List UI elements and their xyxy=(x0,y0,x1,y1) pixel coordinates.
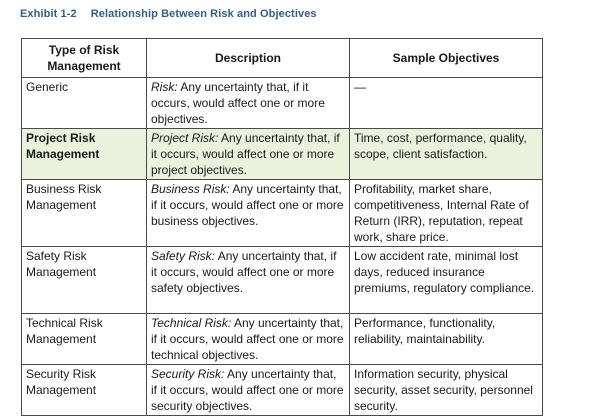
row-type: Security Risk Management xyxy=(21,364,147,416)
header-type: Type of Risk Management xyxy=(21,38,147,78)
row-type: Generic xyxy=(21,77,147,129)
table-row: Generic Risk: Any uncertainty that, if i… xyxy=(21,77,543,129)
exhibit-title: Exhibit 1-2 Relationship Between Risk and… xyxy=(20,8,317,20)
row-objectives: Performance, functionality, reliability,… xyxy=(349,313,543,365)
risk-objectives-table: Type of Risk Management Description Samp… xyxy=(21,38,543,416)
row-description: Security Risk: Any uncertainty that, if … xyxy=(146,364,350,416)
risk-term: Business Risk: xyxy=(151,182,230,196)
row-type: Business Risk Management xyxy=(21,179,147,247)
risk-definition: Any uncertainty that, if it occurs, woul… xyxy=(151,80,325,126)
header-description: Description xyxy=(146,38,350,78)
risk-term: Technical Risk: xyxy=(151,316,232,330)
row-objectives: Time, cost, performance, quality, scope,… xyxy=(349,128,543,180)
risk-term: Security Risk: xyxy=(151,367,225,381)
row-type: Safety Risk Management xyxy=(21,246,147,314)
row-description: Project Risk: Any uncertainty that, if i… xyxy=(146,128,350,180)
risk-definition: Any uncertainty that, if it occurs, woul… xyxy=(151,316,344,362)
row-description: Risk: Any uncertainty that, if it occurs… xyxy=(146,77,350,129)
risk-definition: Any uncertainty that, if it occurs, woul… xyxy=(151,131,340,177)
table-row: Safety Risk Management Safety Risk: Any … xyxy=(21,246,543,314)
risk-definition: Any uncertainty that, if it occurs, woul… xyxy=(151,249,337,295)
risk-term: Project Risk: xyxy=(151,131,219,145)
risk-definition: Any uncertainty that, if it occurs, woul… xyxy=(151,367,344,413)
exhibit-title-text: Relationship Between Risk and Objectives xyxy=(90,8,317,20)
row-description: Safety Risk: Any uncertainty that, if it… xyxy=(146,246,350,314)
risk-definition: Any uncertainty that, if it occurs, woul… xyxy=(151,182,344,228)
risk-term: Risk: xyxy=(151,80,178,94)
table-row: Security Risk Management Security Risk: … xyxy=(21,364,543,416)
header-objectives: Sample Objectives xyxy=(349,38,543,78)
risk-term: Safety Risk: xyxy=(151,249,216,263)
row-objectives: Profitability, market share, competitive… xyxy=(349,179,543,247)
table-row: Technical Risk Management Technical Risk… xyxy=(21,313,543,365)
row-type: Project Risk Management xyxy=(21,128,147,180)
row-objectives: Information security, physical security,… xyxy=(349,364,543,416)
row-description: Technical Risk: Any uncertainty that, if… xyxy=(146,313,350,365)
exhibit-label: Exhibit 1-2 xyxy=(20,8,77,20)
row-objectives: Low accident rate, minimal lost days, re… xyxy=(349,246,543,314)
row-objectives: — xyxy=(349,77,543,129)
table-row: Project Risk Management Project Risk: An… xyxy=(21,128,543,180)
row-type: Technical Risk Management xyxy=(21,313,147,365)
table-row: Business Risk Management Business Risk: … xyxy=(21,179,543,247)
table-header-row: Type of Risk Management Description Samp… xyxy=(21,38,543,78)
row-description: Business Risk: Any uncertainty that, if … xyxy=(146,179,350,247)
